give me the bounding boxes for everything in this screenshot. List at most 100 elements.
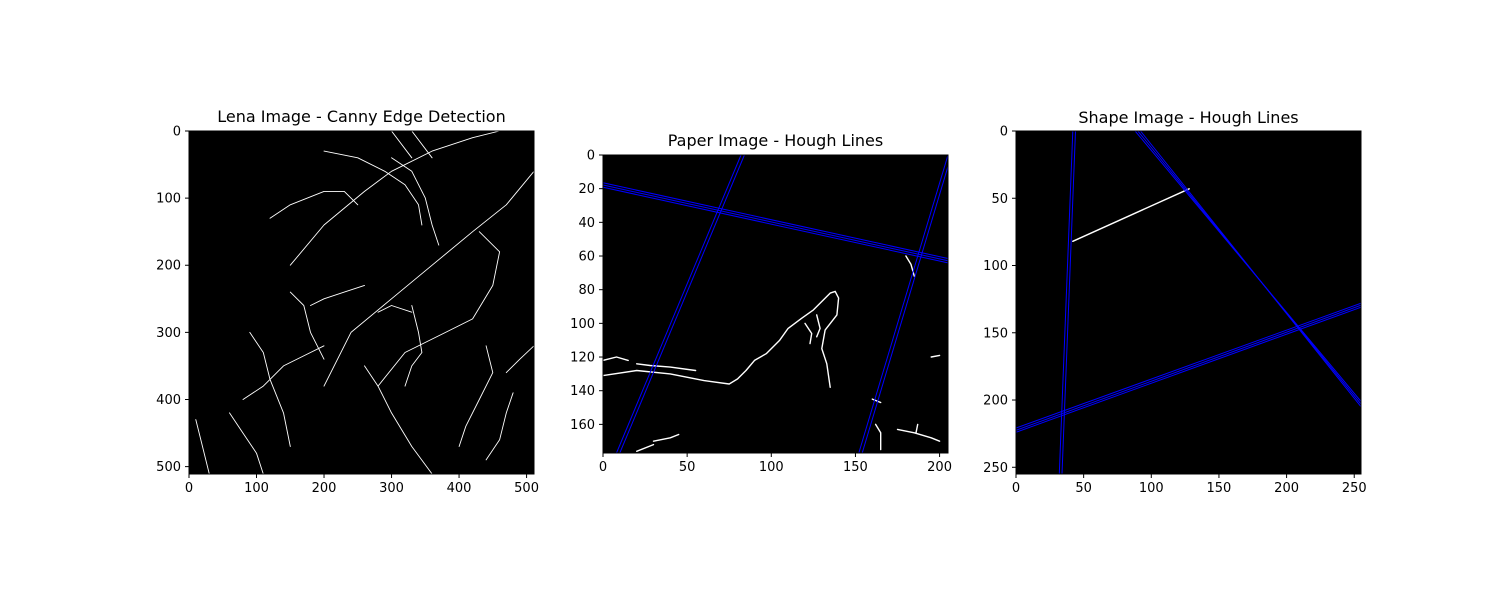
lena-edge-contour [377,231,501,387]
lena-edge-contour [411,131,433,159]
lena-edge-contour [195,419,210,474]
paper-y-tick-label: 100 [570,317,595,332]
lena-panel: Lena Image - Canny Edge Detection 0 100 20… [156,107,539,496]
paper-edge-contour [815,314,821,338]
lena-edge-contour [249,331,291,447]
paper-panel-title: Paper Image - Hough Lines [668,131,883,150]
shape-x-tick-label: 50 [1075,481,1092,496]
shape-edge-contour [1072,188,1190,243]
shape-panel-title: Shape Image - Hough Lines [1078,108,1298,127]
shape-y-tick-label: 0 [1000,125,1008,140]
lena-edge-contour [364,365,433,474]
paper-x-tick-label: 0 [599,460,607,475]
paper-y-tick-label: 60 [578,250,595,265]
paper-edge-contour [930,354,941,358]
paper-hough-line [619,155,745,453]
paper-y-tick-label: 80 [578,283,595,298]
paper-edge-contour [874,423,882,451]
lena-y-tick-label: 300 [156,326,181,341]
lena-edge-contour [377,305,413,313]
lena-edge-contour [485,392,514,461]
shape-panel: Shape Image - Hough Lines 0 50 100 150 200 25… [983,108,1366,496]
paper-edge-contour [603,290,840,389]
lena-image-background [189,131,534,474]
lena-edge-contour [289,291,325,360]
lena-x-tick-label: 500 [514,481,539,496]
paper-panel: Paper Image - Hough Lines 0 50 100 150 200 0 2… [570,131,952,475]
lena-y-tick-label: 100 [156,192,181,207]
shape-hough-line [1016,302,1361,429]
shape-x-tick-label: 200 [1274,481,1299,496]
lena-edge-contour [323,150,423,226]
shape-hough-line [1061,131,1076,474]
paper-y-tick-label: 40 [578,216,595,231]
shape-image-background [1016,131,1361,474]
shape-panel-plot: 0 50 100 150 200 250 0 50 100 150 200 250 [983,125,1366,497]
paper-y-tick-label: 120 [570,351,595,366]
shape-hough-line [1016,304,1361,431]
paper-x-tick-label: 200 [927,460,952,475]
paper-edge-contour [636,363,697,372]
shape-hough-line [1134,131,1361,402]
lena-edge-contour [242,345,325,400]
lena-axes-frame [188,130,535,475]
paper-hough-line [603,182,948,259]
paper-y-tick-label: 20 [578,182,595,197]
lena-x-tick-label: 0 [185,481,193,496]
shape-hough-line [1058,131,1074,474]
paper-edge-contour [871,398,882,404]
paper-hough-line [858,155,948,453]
paper-x-tick-label: 100 [759,460,784,475]
lena-edge-contour [458,345,494,447]
lena-x-tick-label: 200 [312,481,337,496]
shape-axes-frame [1015,130,1362,475]
shape-x-tick-label: 100 [1139,481,1164,496]
lena-panel-title: Lena Image - Canny Edge Detection [217,107,505,126]
paper-hough-line [616,155,742,453]
paper-edge-contour [652,433,680,442]
paper-y-tick-label: 140 [570,384,595,399]
paper-edge-contour [636,443,655,452]
lena-y-tick-label: 400 [156,393,181,408]
paper-axes-frame [602,154,949,454]
shape-x-tick-label: 0 [1012,481,1020,496]
lena-edge-contour [505,345,534,374]
lena-x-tick-label: 300 [379,481,404,496]
paper-panel-plot: 0 50 100 150 200 0 20 40 60 80 100 120 140 160 [570,149,952,476]
lena-x-tick-label: 400 [447,481,472,496]
paper-edge-contour [896,428,941,442]
shape-y-tick-label: 200 [983,394,1008,409]
shape-y-tick-label: 100 [983,259,1008,274]
paper-x-tick-label: 50 [679,460,696,475]
shape-y-tick-label: 50 [991,192,1008,207]
lena-edge-contour [391,131,413,159]
paper-hough-line [603,184,948,262]
paper-hough-line [861,164,948,453]
lena-edge-contour [229,412,264,474]
paper-y-tick-label: 160 [570,418,595,433]
lena-panel-plot: 0 100 200 300 400 500 0 100 200 300 400 500 [156,125,539,497]
shape-x-tick-label: 150 [1207,481,1232,496]
shape-hough-line [1016,306,1361,433]
shape-y-tick-label: 150 [983,326,1008,341]
lena-y-tick-label: 500 [156,460,181,475]
paper-x-tick-label: 150 [843,460,868,475]
paper-hough-line [603,186,948,264]
lena-edge-contour [404,305,423,387]
lena-y-tick-label: 0 [173,125,181,140]
paper-edge-contour [603,356,629,362]
lena-edge-contour [391,157,440,246]
lena-x-tick-label: 100 [244,481,269,496]
lena-edge-contour [289,131,501,266]
lena-y-tick-label: 200 [156,259,181,274]
shape-x-tick-label: 250 [1342,481,1367,496]
paper-edge-contour [804,322,813,345]
paper-y-tick-label: 0 [587,149,595,164]
lena-edge-contour [269,190,359,219]
paper-edge-contour [915,423,919,434]
lena-edge-contour [323,170,534,387]
paper-image-background [603,155,948,453]
shape-y-tick-label: 250 [983,461,1008,476]
lena-edge-contour [310,284,365,306]
